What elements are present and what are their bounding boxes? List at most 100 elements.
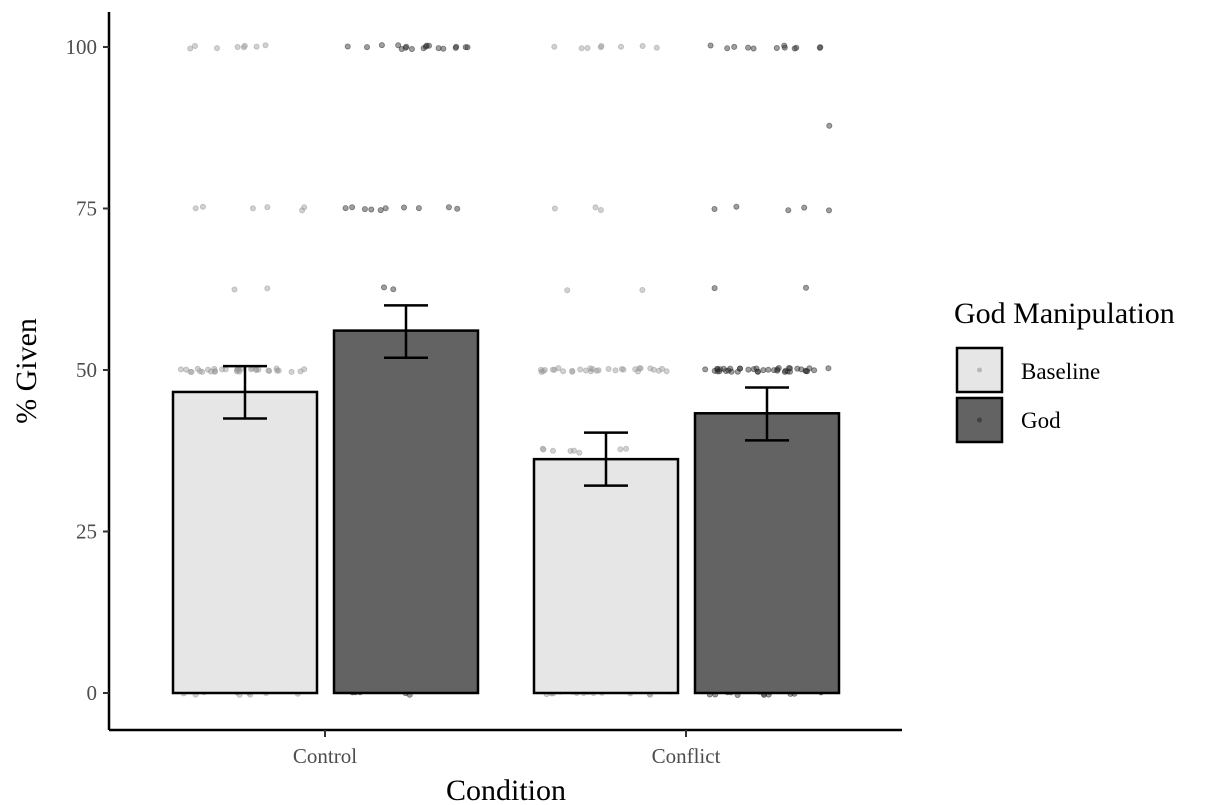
data-point [584, 45, 591, 52]
data-point [262, 42, 269, 49]
data-point [593, 367, 600, 374]
data-point [425, 42, 432, 49]
data-point [736, 365, 743, 372]
data-point [395, 42, 402, 49]
data-point [571, 447, 578, 454]
data-point [577, 366, 584, 373]
error-bars [223, 304, 789, 487]
data-point [380, 284, 387, 291]
data-point [219, 366, 226, 373]
data-point [569, 367, 576, 374]
data-point [408, 46, 415, 53]
data-point [187, 45, 194, 52]
data-point [773, 45, 780, 52]
data-point [264, 204, 271, 211]
data-point [592, 204, 599, 211]
data-point [774, 366, 781, 373]
data-point [765, 366, 772, 373]
legend-key-god-point [977, 417, 982, 423]
data-point [793, 44, 800, 51]
data-point [711, 285, 718, 292]
x-tick-label: Control [293, 744, 357, 768]
data-point [549, 366, 556, 373]
data-point [781, 44, 788, 51]
data-point [249, 205, 256, 212]
data-point [785, 207, 792, 214]
data-point [183, 366, 190, 373]
data-point [445, 204, 452, 211]
data-point [342, 205, 349, 212]
data-point [199, 203, 206, 210]
legend: God Manipulation Baseline God [954, 297, 1175, 444]
data-point [564, 287, 571, 294]
data-point [612, 367, 619, 374]
data-point [760, 367, 767, 374]
data-point [297, 368, 304, 375]
data-point [801, 204, 808, 211]
data-point [826, 207, 833, 214]
data-point [361, 206, 368, 213]
data-point [753, 365, 760, 372]
data-point [578, 45, 585, 52]
data-point [605, 365, 612, 372]
error-bar-control-god [384, 304, 428, 359]
data-point [368, 206, 375, 213]
data-point [659, 365, 666, 372]
data-point [378, 42, 385, 49]
data-point [723, 367, 730, 374]
data-point [253, 366, 260, 373]
legend-label-baseline: Baseline [1021, 359, 1100, 384]
data-point [550, 447, 557, 454]
data-point [745, 44, 752, 51]
data-point [349, 204, 356, 211]
y-axis-title: % Given [10, 318, 43, 424]
data-point [655, 367, 662, 374]
data-point [382, 205, 389, 212]
data-point [236, 368, 243, 375]
y-tick-label: 50 [76, 358, 97, 382]
data-point [811, 367, 818, 374]
error-bar-conflict-god [745, 386, 789, 442]
bars [171, 329, 841, 695]
data-point [192, 205, 199, 212]
data-point [826, 122, 833, 129]
data-point [782, 367, 789, 374]
data-point [415, 205, 422, 212]
data-point [724, 45, 731, 52]
data-point [400, 204, 407, 211]
data-point [663, 368, 670, 375]
y-tick-label: 0 [87, 681, 98, 705]
data-point [560, 368, 567, 375]
data-point [177, 366, 184, 373]
data-point [728, 368, 735, 375]
data-point [253, 43, 260, 50]
bar-conflict-god [693, 412, 841, 695]
data-point [204, 366, 211, 373]
data-point [587, 365, 594, 372]
error-bar-control-baseline [223, 364, 267, 420]
y-tick-label: 25 [76, 520, 97, 544]
data-point [440, 45, 447, 52]
data-point [623, 445, 630, 452]
data-point [363, 44, 370, 51]
data-point [464, 44, 471, 51]
data-point [620, 366, 627, 373]
legend-label-god: God [1021, 408, 1061, 433]
data-point [711, 367, 718, 374]
data-point [750, 45, 757, 52]
data-point [188, 368, 195, 375]
legend-key-god [955, 396, 1004, 444]
y-ticks: 0 25 50 75 100 [66, 35, 109, 705]
data-point [551, 205, 558, 212]
data-point [213, 45, 220, 52]
data-point [734, 368, 741, 375]
data-point [191, 43, 198, 50]
data-point [344, 43, 351, 50]
data-point [731, 43, 738, 50]
data-point [707, 42, 714, 49]
data-point [299, 207, 306, 214]
data-point [711, 205, 718, 212]
data-point [538, 368, 545, 375]
data-point [264, 285, 271, 292]
